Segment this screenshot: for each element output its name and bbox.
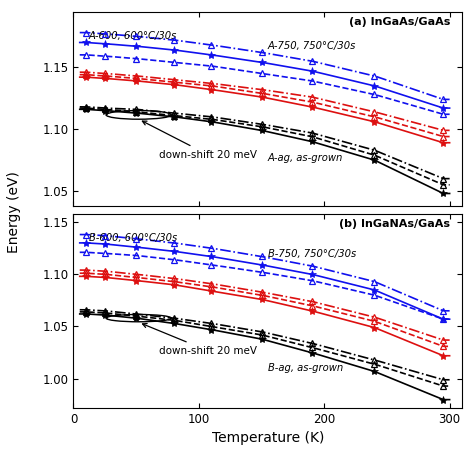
Text: B-750, 750°C/30s: B-750, 750°C/30s [268, 248, 356, 259]
Text: (b) InGaNAs/GaAs: (b) InGaNAs/GaAs [339, 219, 450, 230]
Text: A-ag, as-grown: A-ag, as-grown [268, 153, 343, 163]
Text: (a) InGaAs/GaAs: (a) InGaAs/GaAs [349, 18, 450, 27]
Text: A-600, 600°C/30s: A-600, 600°C/30s [89, 31, 177, 41]
X-axis label: Temperature (K): Temperature (K) [211, 431, 324, 445]
Text: Energy (eV): Energy (eV) [7, 171, 21, 253]
Text: A-750, 750°C/30s: A-750, 750°C/30s [268, 41, 356, 51]
Text: down-shift 20 meV: down-shift 20 meV [143, 324, 257, 355]
Text: B-600, 600°C/30s: B-600, 600°C/30s [89, 233, 177, 243]
Text: B-ag, as-grown: B-ag, as-grown [268, 363, 343, 373]
Text: down-shift 20 meV: down-shift 20 meV [142, 121, 257, 160]
